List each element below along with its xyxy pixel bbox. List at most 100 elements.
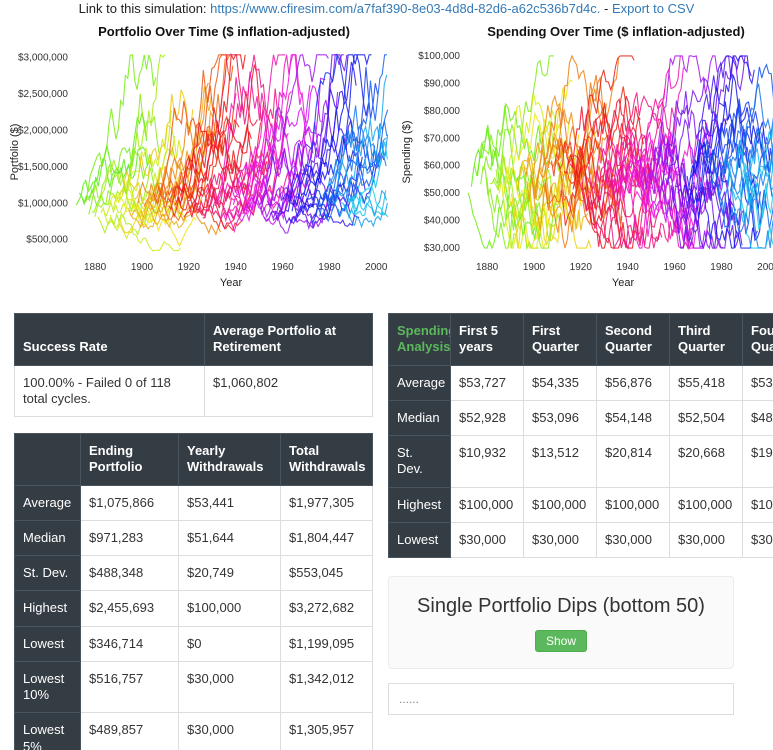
charts-row: Portfolio Over Time ($ inflation-adjuste… [0,22,773,291]
svg-text:$100,000: $100,000 [418,51,460,62]
table-row: Highest $2,455,693 $100,000 $3,272,682 [14,590,373,627]
cell-value: $55,418 [669,364,743,401]
column-header: Total Withdrawals [280,433,373,486]
table-row: Median $971,283 $51,644 $1,804,447 [14,519,373,557]
svg-text:$500,000: $500,000 [26,235,68,246]
svg-text:1920: 1920 [178,262,201,273]
portfolio-chart-title: Portfolio Over Time ($ inflation-adjuste… [98,24,350,39]
row-label: Average [14,484,81,521]
svg-text:$40,000: $40,000 [424,216,461,227]
column-header: Yearly Withdrawals [178,433,281,486]
svg-text:$80,000: $80,000 [424,106,461,117]
svg-text:Year: Year [220,277,243,289]
spending-chart: $30,000 $40,000 $50,000 $60,000 $70,000 $80,0… [401,51,773,289]
cell-value: $53,441 [178,484,281,521]
dips-panel-title: Single Portfolio Dips (bottom 50) [417,595,705,617]
svg-text:1960: 1960 [663,262,686,273]
row-label: Median [388,399,451,437]
avg-portfolio-value: $1,060,802 [204,364,373,417]
svg-text:1940: 1940 [617,262,640,273]
spending-chart-title: Spending Over Time ($ inflation-adjusted… [487,24,745,39]
spending-analysis-table: Spending Analysis First 5 years First Quar… [388,313,773,559]
cell-value: $1,342,012 [280,660,373,714]
export-csv-link[interactable]: Export to CSV [611,1,695,16]
cell-value: $52,504 [669,399,743,437]
table-row: St. Dev. $488,348 $20,749 $553,045 [14,554,373,592]
cell-value: $52,928 [450,399,524,437]
cell-value: $30,000 [669,521,743,559]
svg-text:1980: 1980 [318,262,341,273]
cell-value: $489,857 [80,712,179,750]
cell-value: $971,283 [80,519,179,557]
svg-text:$70,000: $70,000 [424,133,461,144]
simulation-link-line: Link to this simulation: https://www.cfi… [0,0,773,16]
success-rate-value: 100.00% - Failed 0 of 118 total cycles. [14,364,205,417]
cell-value: $100,000 [178,590,281,627]
table-row: Lowest 10% $516,757 $30,000 $1,342,012 [14,660,373,714]
cell-value: $48,141 [742,399,773,437]
table-header-row: Spending Analysis First 5 years First Quar… [388,313,773,366]
column-header: Fourth Quarter [742,313,773,366]
svg-text:1940: 1940 [225,262,248,273]
table-row: Average$53,727$54,335$56,876$55,418$53,0… [388,364,773,401]
svg-text:$3,000,000: $3,000,000 [18,53,68,64]
show-button[interactable]: Show [534,630,588,652]
cell-value: $30,000 [178,712,281,750]
cell-value: $1,804,447 [280,519,373,557]
cell-value: $13,512 [523,435,597,488]
results-columns: Success Rate Average Portfolio at Retire… [14,313,773,750]
portfolio-chart-container: Portfolio Over Time ($ inflation-adjuste… [6,22,398,291]
simulation-url-link[interactable]: https://www.cfiresim.com/a7faf390-8e03-4… [210,1,601,16]
cell-value: $516,757 [80,660,179,714]
svg-text:1920: 1920 [570,262,593,273]
column-header: Ending Portfolio [80,433,179,486]
cell-value: $1,977,305 [280,484,373,521]
avg-portfolio-header: Average Portfolio at Retirement [204,313,373,366]
svg-text:$90,000: $90,000 [424,78,461,89]
spending-results-column: Spending Analysis First 5 years First Quar… [388,313,773,715]
row-label: St. Dev. [388,435,451,488]
link-prefix: Link to this simulation: [78,1,211,16]
cell-value: $51,644 [178,519,281,557]
cell-value: $20,668 [669,435,743,488]
cell-value: $54,335 [523,364,597,401]
cell-value: $53,727 [450,364,524,401]
svg-text:Spending ($): Spending ($) [401,121,413,184]
spending-analysis-title: Spending Analysis [388,313,451,366]
svg-text:1880: 1880 [476,262,499,273]
series-lines [467,54,773,251]
cell-value: $100,000 [523,486,597,523]
table-row: Lowest$30,000$30,000$30,000$30,000$30,00… [388,521,773,559]
row-label: Lowest 5% [14,712,81,750]
portfolio-chart: $500,000 $1,000,000 $1,500,000 $2,000,000 $2… [9,52,389,289]
column-header: Second Quarter [596,313,670,366]
svg-text:Year: Year [612,277,635,289]
portfolio-stats-table: Ending Portfolio Yearly Withdrawals Total … [14,433,373,750]
cell-value: $1,199,095 [280,625,373,662]
column-header [14,433,81,486]
svg-text:$50,000: $50,000 [424,188,461,199]
axes: $30,000 $40,000 $50,000 $60,000 $70,000 $80,0… [401,51,773,289]
column-header: Third Quarter [669,313,743,366]
row-label: Lowest 10% [14,660,81,714]
cell-value: $20,814 [596,435,670,488]
success-rate-header: Success Rate [14,313,205,366]
table-row: Median$52,928$53,096$54,148$52,504$48,14… [388,399,773,437]
table-row: Lowest 5% $489,857 $30,000 $1,305,957 [14,712,373,750]
row-label: Highest [14,590,81,627]
cell-value: $100,000 [669,486,743,523]
cell-value: $30,000 [596,521,670,559]
series-lines [75,52,389,252]
table-row: Highest $100,000 $100,000 $100,000 $100,000 $… [388,486,773,523]
row-label: Lowest [388,521,451,559]
cell-value: $3,272,682 [280,590,373,627]
row-label: St. Dev. [14,554,81,592]
svg-text:1880: 1880 [84,262,107,273]
svg-text:2000: 2000 [365,262,388,273]
axes: $500,000 $1,000,000 $1,500,000 $2,000,000 $2… [9,53,388,289]
svg-text:1980: 1980 [710,262,733,273]
spending-chart-container: Spending Over Time ($ inflation-adjusted… [398,22,773,291]
cell-value: $1,075,866 [80,484,179,521]
table-row: St. Dev.$10,932$13,512$20,814$20,668$19,… [388,435,773,488]
